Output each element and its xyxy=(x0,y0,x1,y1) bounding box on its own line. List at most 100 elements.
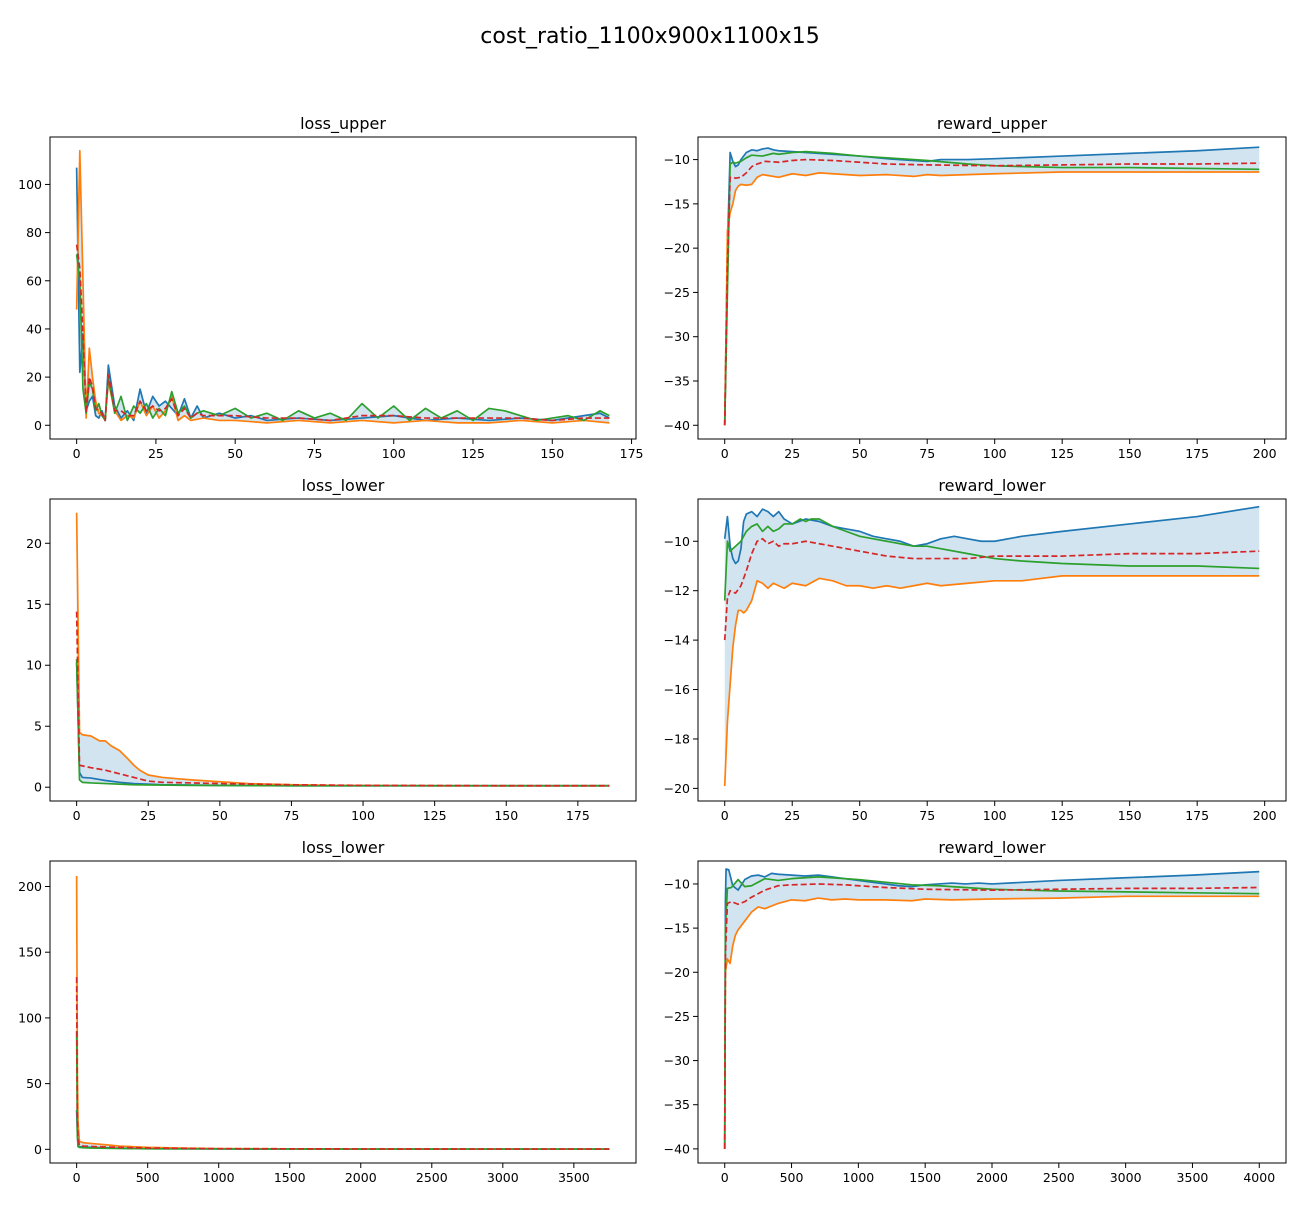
x-tick-label: 0 xyxy=(721,808,729,823)
subplot-4: 0 25 50 75 100 125 150 175 200 −20 −18 −16 −14 −12 −10… xyxy=(664,476,1287,823)
x-tick-label: 175 xyxy=(620,446,644,461)
x-tick-label: 25 xyxy=(140,808,156,823)
y-tick-label: 50 xyxy=(26,1076,42,1091)
y-tick-label: 0 xyxy=(34,418,42,433)
x-tick-label: 75 xyxy=(283,808,299,823)
axes-frame xyxy=(697,498,1287,802)
x-tick-label: 500 xyxy=(136,1170,160,1185)
x-tick-label: 100 xyxy=(983,446,1007,461)
y-tick-label: −10 xyxy=(664,152,690,167)
x-tick-label: 1500 xyxy=(909,1170,941,1185)
plot-area xyxy=(723,146,1260,426)
x-tick-label: 2500 xyxy=(1043,1170,1075,1185)
x-tick-label: 3500 xyxy=(1177,1170,1209,1185)
subplot-5: 0 500 1000 1500 2000 2500 3000 3500 0 50 100 150 200… xyxy=(18,838,637,1185)
x-tick-label: 50 xyxy=(852,446,868,461)
series-line-orange xyxy=(723,171,1260,426)
y-tick-label: 20 xyxy=(26,370,42,385)
x-tick-label: 25 xyxy=(784,446,800,461)
x-tick-label: 500 xyxy=(780,1170,804,1185)
x-tick-label: 100 xyxy=(983,808,1007,823)
figure-title: cost_ratio_1100x900x1100x15 xyxy=(480,24,819,49)
x-tick-label: 150 xyxy=(494,808,518,823)
x-tick-label: 125 xyxy=(1050,808,1074,823)
y-tick-label: −25 xyxy=(664,1009,690,1024)
x-tick-label: 125 xyxy=(1050,446,1074,461)
x-tick-label: 2500 xyxy=(416,1170,448,1185)
series-line-red xyxy=(723,883,1260,1149)
y-tick-label: 200 xyxy=(18,879,42,894)
y-tick-label: 150 xyxy=(18,945,42,960)
x-tick-label: 50 xyxy=(227,446,243,461)
y-tick-label: 100 xyxy=(18,177,42,192)
axes-frame xyxy=(49,136,637,440)
x-tick-label: 100 xyxy=(382,446,406,461)
x-tick-label: 150 xyxy=(540,446,564,461)
series-line-blue xyxy=(723,146,1260,426)
x-tick-label: 75 xyxy=(307,446,323,461)
plot-area xyxy=(723,505,1260,786)
y-tick-label: −30 xyxy=(664,329,690,344)
axes-frame xyxy=(49,498,637,802)
y-tick-label: −15 xyxy=(664,196,690,211)
series-line-green xyxy=(723,876,1260,1149)
y-tick-label: −20 xyxy=(664,781,690,796)
x-tick-label: 50 xyxy=(212,808,228,823)
x-tick-label: 0 xyxy=(721,1170,729,1185)
series-line-green xyxy=(723,150,1260,426)
y-tick-label: −30 xyxy=(664,1053,690,1068)
x-tick-label: 1000 xyxy=(842,1170,874,1185)
confidence-band xyxy=(724,506,1260,786)
y-tick-label: −10 xyxy=(664,534,690,549)
x-tick-label: 75 xyxy=(919,808,935,823)
subplot-title: loss_lower xyxy=(302,476,385,496)
y-tick-label: −14 xyxy=(664,633,690,648)
y-tick-label: 80 xyxy=(26,225,42,240)
subplot-title: loss_lower xyxy=(302,838,385,858)
y-tick-label: −18 xyxy=(664,731,690,746)
subplot-2: 0 25 50 75 100 125 150 175 200 −40 −35 −30 −25 −20 −15… xyxy=(664,114,1287,461)
subplot-title: reward_lower xyxy=(938,476,1046,496)
confidence-band xyxy=(724,147,1260,426)
x-tick-label: 0 xyxy=(73,1170,81,1185)
y-tick-label: −35 xyxy=(664,1097,690,1112)
axes-frame xyxy=(697,136,1287,440)
x-tick-label: 3000 xyxy=(487,1170,519,1185)
y-tick-label: −16 xyxy=(664,682,690,697)
series-line-red xyxy=(723,537,1260,641)
x-tick-label: 25 xyxy=(784,808,800,823)
y-tick-label: −15 xyxy=(664,921,690,936)
x-tick-label: 2000 xyxy=(976,1170,1008,1185)
plot-area xyxy=(723,868,1260,1149)
x-tick-label: 0 xyxy=(73,446,81,461)
series-line-green xyxy=(75,254,610,422)
plot-area xyxy=(75,149,610,424)
x-tick-label: 25 xyxy=(148,446,164,461)
x-tick-label: 200 xyxy=(1253,808,1277,823)
x-tick-label: 175 xyxy=(1185,446,1209,461)
confidence-band xyxy=(724,868,1260,1149)
subplot-6: 0 500 1000 1500 2000 2500 3000 3500 4000 −40 −35 −3… xyxy=(664,838,1287,1185)
x-tick-label: 75 xyxy=(919,446,935,461)
y-tick-label: −20 xyxy=(664,241,690,256)
y-tick-label: −35 xyxy=(664,373,690,388)
x-tick-label: 150 xyxy=(1118,446,1142,461)
x-tick-label: 0 xyxy=(721,446,729,461)
x-tick-label: 1500 xyxy=(274,1170,306,1185)
series-line-orange xyxy=(75,149,610,424)
series-line-blue xyxy=(723,505,1260,565)
x-tick-label: 3000 xyxy=(1110,1170,1142,1185)
x-tick-label: 200 xyxy=(1253,446,1277,461)
series-line-orange xyxy=(723,895,1260,1149)
x-tick-label: 4000 xyxy=(1243,1170,1275,1185)
x-tick-label: 175 xyxy=(1185,808,1209,823)
y-tick-label: 20 xyxy=(26,536,42,551)
x-tick-label: 3500 xyxy=(558,1170,590,1185)
y-tick-label: 10 xyxy=(26,658,42,673)
series-line-red xyxy=(75,977,610,1150)
y-tick-label: −10 xyxy=(664,876,690,891)
subplot-title: loss_upper xyxy=(300,114,386,134)
subplot-title: reward_upper xyxy=(937,114,1048,134)
y-tick-label: 0 xyxy=(34,780,42,795)
